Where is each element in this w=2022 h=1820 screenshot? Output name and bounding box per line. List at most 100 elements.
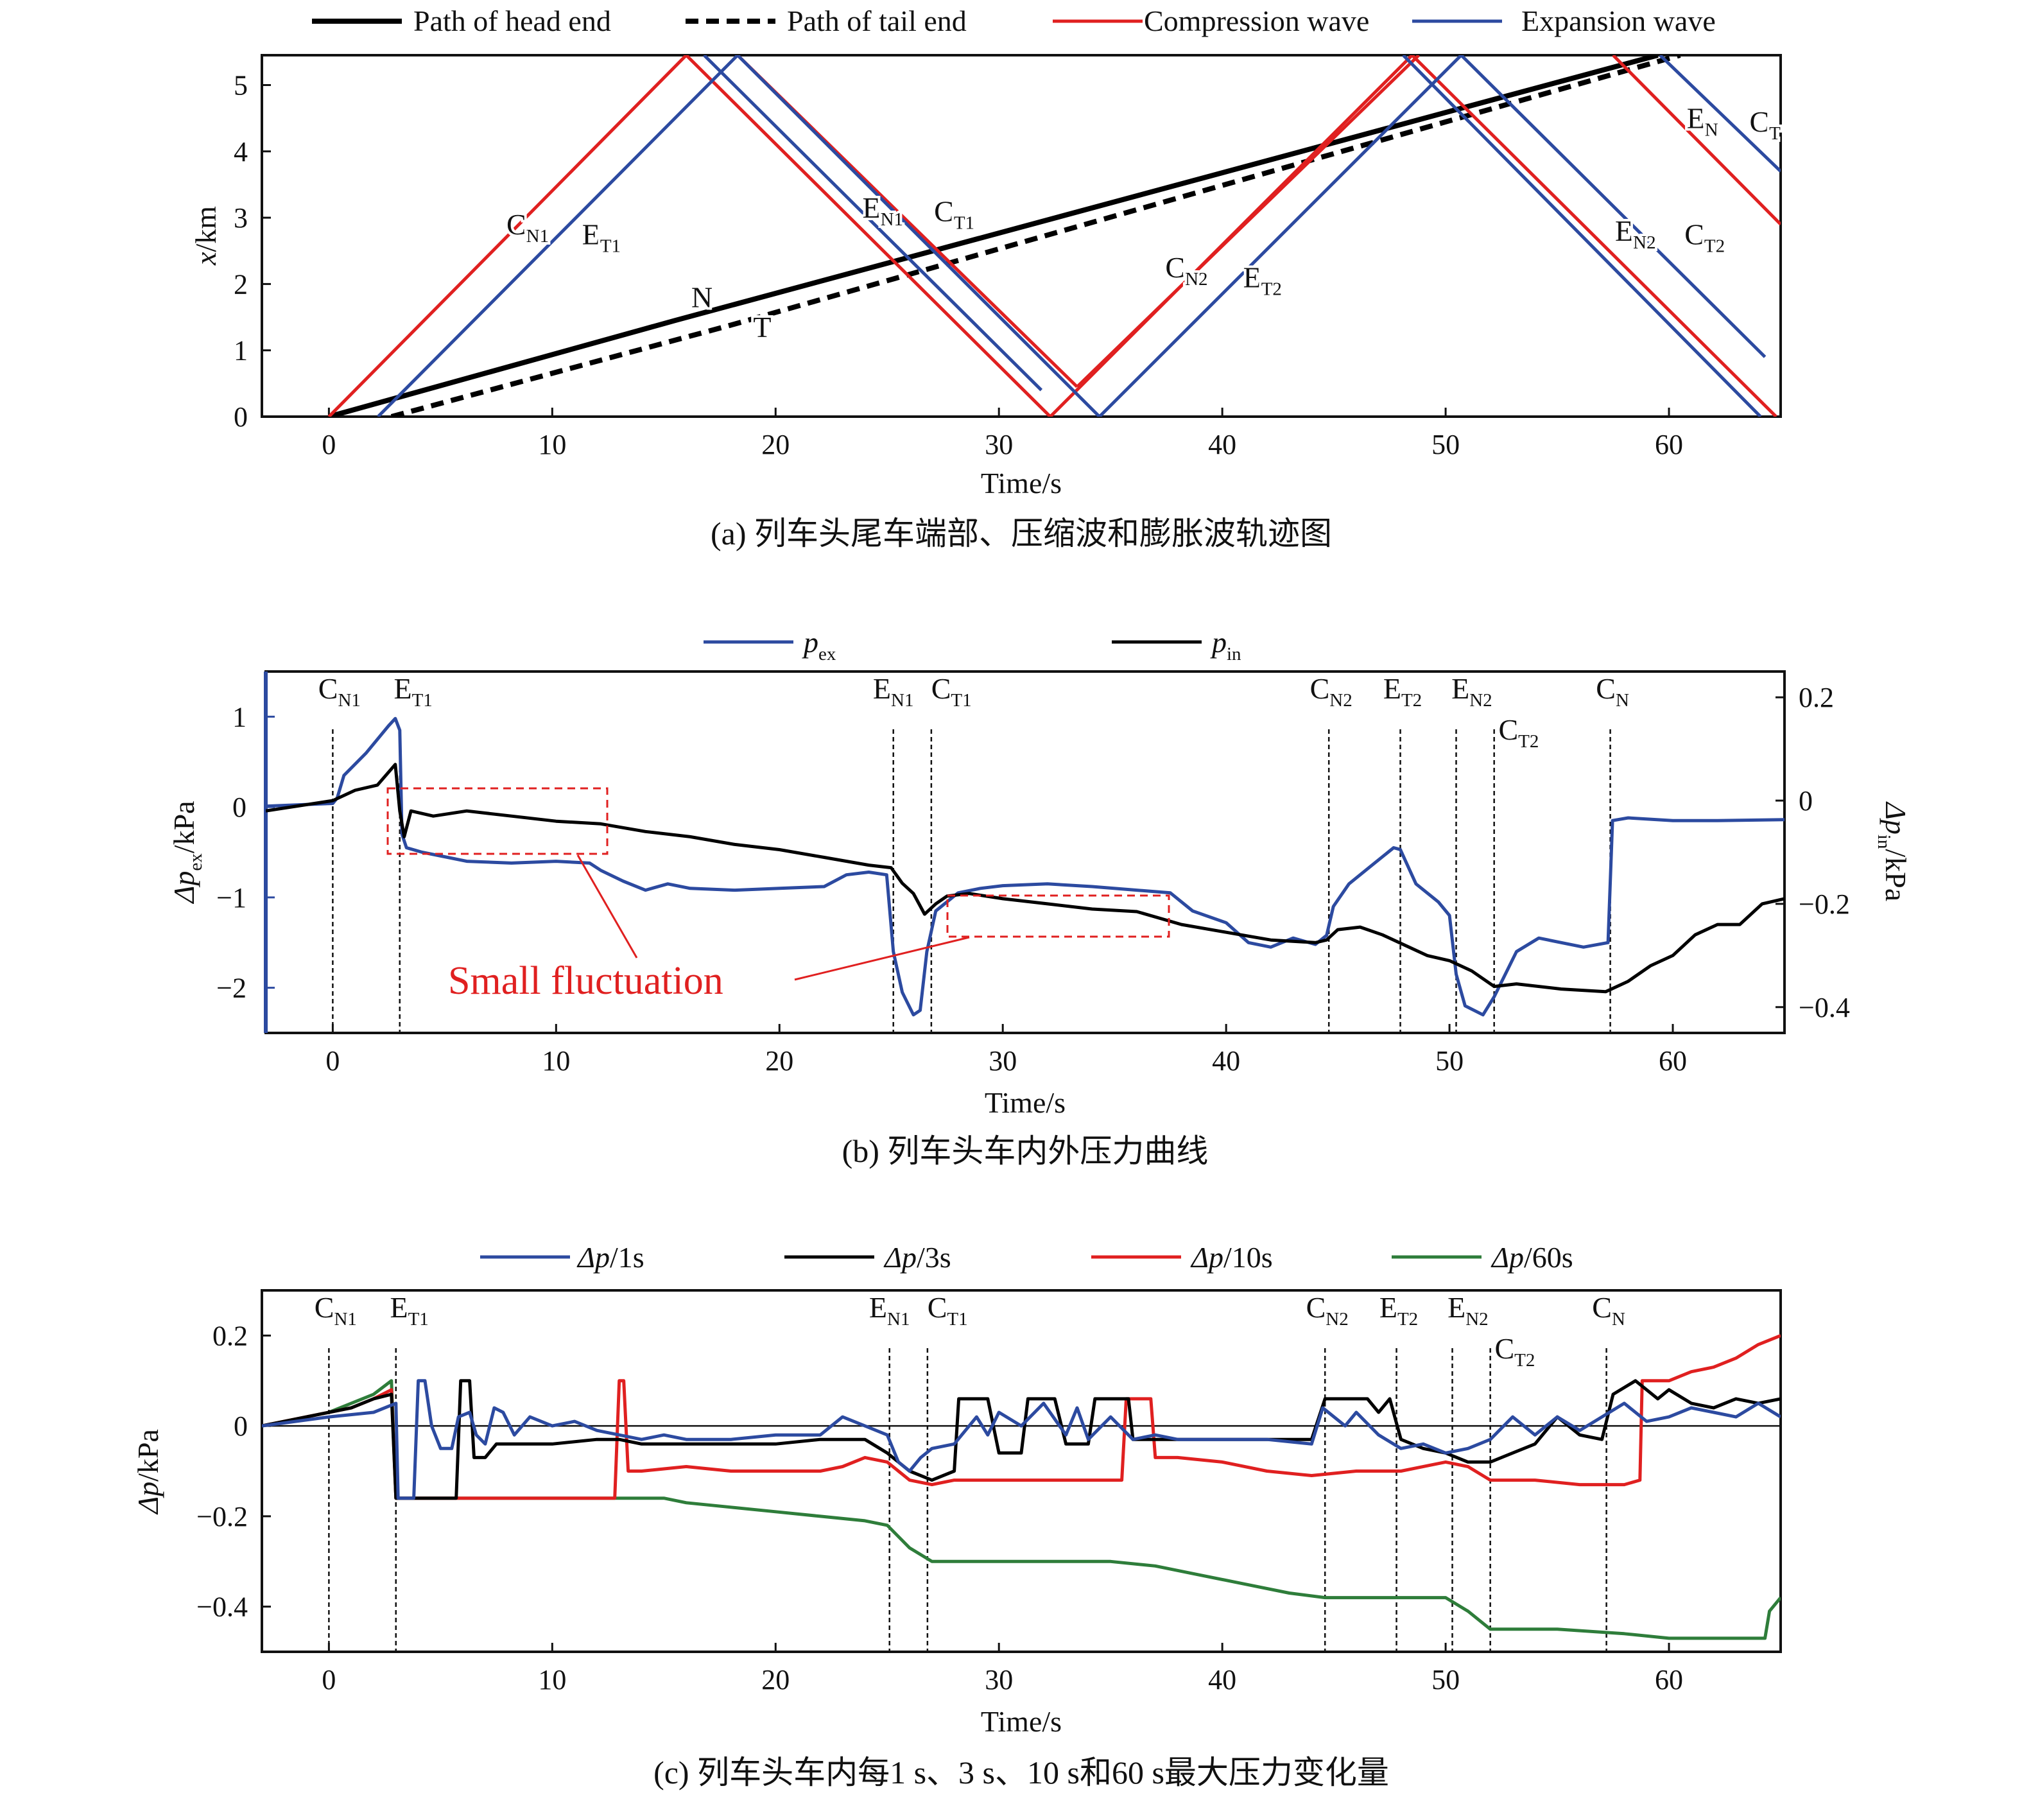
panel-c-label-main: C [928, 1291, 947, 1324]
panel-c-xtick-label: 10 [538, 1664, 566, 1695]
panel-c-y-label: Δp/kPa [132, 1429, 164, 1515]
panel-a-label-CT: CT [1749, 105, 1781, 144]
legend-dp10s-unit: /10s [1223, 1241, 1273, 1274]
panel-b-label-EN2: EN2 [1451, 672, 1492, 711]
panel-b-xtick-label: 20 [765, 1045, 793, 1077]
wave-line-expansion-wave [1659, 55, 1781, 173]
panel-c-xtick-label: 40 [1208, 1664, 1236, 1695]
panel-a-xtick-label: 50 [1431, 429, 1460, 460]
panel-c-label-sub: T1 [947, 1309, 967, 1330]
panel-b-left-tick-label: −2 [216, 973, 246, 1004]
panel-a-xtick-label: 30 [985, 429, 1013, 460]
panel-a-plot-area [261, 54, 1782, 418]
panel-a-label-main: C [1165, 251, 1185, 284]
panel-b-label-main: C [1596, 672, 1616, 705]
legend-dp1s-label: Δp/1s [576, 1241, 644, 1274]
panel-c-x-ticks: 0 10 20 30 40 50 60 [322, 1643, 1683, 1695]
panel-a-label-sub: N2 [1185, 269, 1207, 290]
panel-b-label-sub: N2 [1469, 690, 1492, 711]
panel-c-label-CN2: CN2 [1306, 1291, 1349, 1330]
panel-c-ytick-label: 0.2 [212, 1320, 248, 1351]
legend-pin-subscript: in [1227, 644, 1241, 664]
panel-c-x-label: Time/s [981, 1705, 1062, 1738]
fluctuation-pointer-2 [794, 936, 970, 981]
panel-c-label-main: C [1592, 1291, 1612, 1324]
panel-c-label-ET1: ET1 [390, 1291, 428, 1330]
panel-a-label-main: E [1687, 102, 1705, 135]
panel-a-label-main: E [1243, 261, 1261, 294]
panel-b-label-sub: T1 [951, 690, 971, 711]
panel-b-label-sub: N1 [891, 690, 913, 711]
panel-c-plot-area [261, 1289, 1782, 1653]
panel-a-x-label: Time/s [981, 467, 1062, 499]
legend-pin-label: pin [1210, 626, 1241, 664]
series-dp-per-3s-line [262, 1379, 1781, 1500]
fluctuation-label: Small fluctuation [448, 959, 723, 1003]
panel-a-xtick-label: 0 [322, 429, 336, 460]
panel-b-label-ET2: ET2 [1383, 672, 1422, 711]
panel-b-left-y-unit: /kPa [168, 801, 200, 853]
legend-pex-subscript: ex [818, 644, 836, 664]
wave-line-expansion-wave [1098, 55, 1463, 417]
panel-c-ytick-label: −0.4 [196, 1591, 248, 1623]
panel-b-label-sub: N [1616, 690, 1629, 711]
panel-b-label-CT2: CT2 [1498, 713, 1539, 752]
panel-a-y-ticks: 0 1 2 3 4 5 [234, 69, 271, 433]
panel-a-ytick-label: 2 [234, 268, 248, 300]
panel-b-xtick-label: 30 [989, 1045, 1017, 1077]
panel-b-label-main: C [931, 672, 951, 705]
legend-dp60s-unit: /60s [1524, 1241, 1573, 1274]
panel-b-label-sub: N1 [338, 690, 360, 711]
legend-dp3s-symbol: Δp [883, 1241, 917, 1274]
panel-a-label-sub: T1 [954, 212, 974, 233]
panel-c-label-EN2: EN2 [1447, 1291, 1489, 1330]
panel-b-xtick-label: 60 [1659, 1045, 1687, 1077]
wave-line-expansion-wave [1402, 55, 1762, 417]
panel-a-label-N: N [691, 281, 713, 314]
panel-b-xtick-label: 40 [1212, 1045, 1240, 1077]
panel-c-xtick-label: 60 [1655, 1664, 1683, 1695]
legend-tail-end-label: Path of tail end [787, 4, 967, 37]
wave-line-expansion-wave [1460, 55, 1767, 358]
panel-b-xtick-label: 0 [325, 1045, 340, 1077]
wave-line-expansion-wave [736, 55, 1101, 417]
panel-c-label-main: E [1379, 1291, 1397, 1324]
panel-a-ytick-label: 1 [234, 335, 248, 367]
wave-line-compression-wave [685, 55, 1051, 417]
panel-a-label-main: N [691, 281, 713, 314]
panel-b: pex pin 0 10 20 30 40 50 60 10−1−20.20−0.2−0.4… [168, 626, 1912, 1169]
panel-a-ytick-label: 3 [234, 202, 248, 234]
panel-a-label-main: E [582, 218, 600, 250]
fluctuation-pointer-1 [576, 854, 638, 958]
panel-a-label-main: C [1749, 105, 1769, 138]
panel-b-label-sub: T2 [1518, 731, 1539, 752]
panel-c-xtick-label: 20 [761, 1664, 790, 1695]
panel-a-label-sub: T [1769, 123, 1781, 144]
panel-b-label-main: C [318, 672, 338, 705]
panel-c-ytick-label: −0.2 [196, 1501, 248, 1532]
panel-c-legend: Δp/1s Δp/3s Δp/10s Δp/60s [480, 1241, 1573, 1274]
panel-b-xtick-label: 10 [542, 1045, 570, 1077]
panel-b-left-y-subscript: ex [186, 853, 206, 871]
panel-b-lines [266, 716, 1784, 1017]
panel-a-label-ET1: ET1 [582, 218, 621, 256]
panel-c-label-sub: T2 [1397, 1309, 1418, 1330]
legend-dp10s-label: Δp/10s [1190, 1241, 1273, 1274]
panel-b-label-main: E [1383, 672, 1401, 705]
panel-a-ytick-label: 4 [234, 136, 248, 168]
series-pin-line [266, 763, 1784, 994]
panel-b-right-tick-label: −0.4 [1799, 992, 1850, 1023]
panel-b-label-sub: T1 [412, 690, 433, 711]
panel-a-xtick-label: 60 [1655, 429, 1683, 460]
legend-dp10s-symbol: Δp [1190, 1241, 1223, 1274]
panel-b-right-tick-label: 0.2 [1799, 682, 1834, 713]
panel-b-left-y-symbol: Δp [168, 871, 200, 905]
legend-expansion-label: Expansion wave [1521, 4, 1716, 37]
panel-a-label-main: E [862, 191, 880, 224]
panel-b-xtick-label: 50 [1435, 1045, 1464, 1077]
panel-b-label-CN2: CN2 [1310, 672, 1352, 711]
panel-a-label-sub: T2 [1261, 279, 1282, 300]
panel-c-label-main: C [1306, 1291, 1326, 1324]
panel-a-label-sub: T1 [600, 236, 621, 256]
